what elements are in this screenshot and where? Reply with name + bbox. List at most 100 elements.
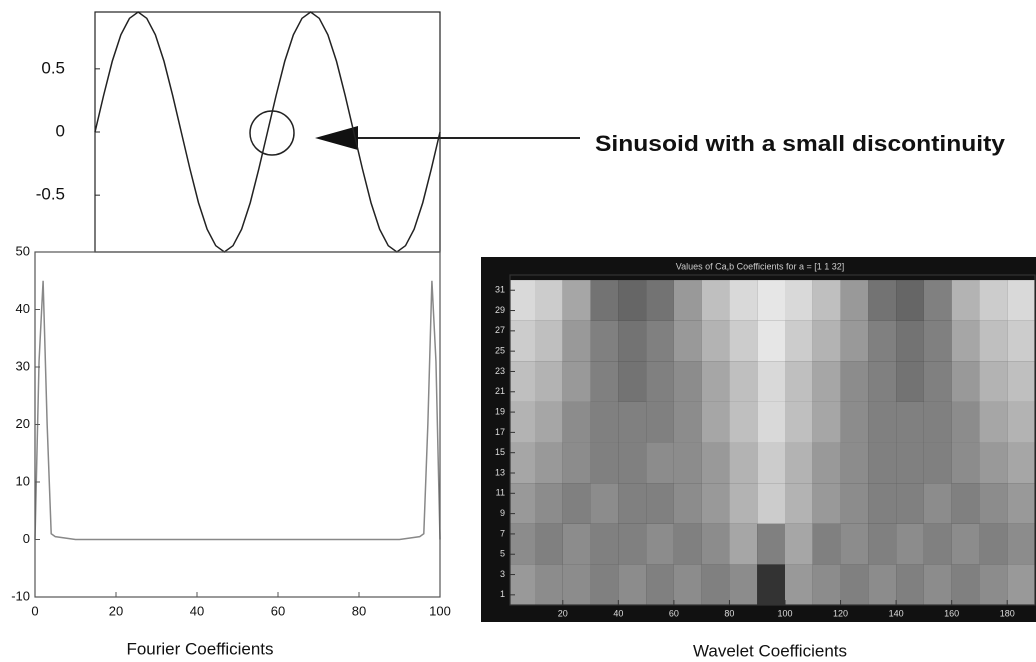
heat-cell (952, 361, 980, 402)
heat-cell (618, 280, 646, 321)
heat-cell (618, 443, 646, 484)
x-tick-label: 80 (724, 608, 734, 618)
heat-cell (813, 524, 841, 565)
chart-title: Values of Ca,b Coefficients for a = [1 1… (676, 261, 845, 271)
heat-cell (868, 443, 896, 484)
heat-cell (757, 483, 785, 524)
x-tick-label: 160 (944, 608, 959, 618)
heat-cell (646, 524, 674, 565)
heat-cell (563, 361, 591, 402)
heat-cell (510, 361, 535, 402)
y-tick-label: 0 (56, 121, 65, 140)
heat-cell (924, 361, 952, 402)
heat-cell (868, 524, 896, 565)
heat-cell (841, 402, 869, 443)
heat-cell (729, 402, 757, 443)
x-tick-label: 40 (190, 603, 204, 618)
heat-cell (702, 361, 730, 402)
heat-cell (979, 443, 1007, 484)
heat-cell (952, 564, 980, 605)
heat-cell (674, 321, 702, 362)
y-tick-label: -10 (11, 588, 30, 603)
heat-cell (896, 564, 924, 605)
heat-cell (924, 443, 952, 484)
heat-cell (896, 361, 924, 402)
y-tick-label: 7 (500, 528, 505, 538)
heat-cell (979, 402, 1007, 443)
x-tick-label: 20 (109, 603, 123, 618)
y-tick-label: 40 (16, 301, 30, 316)
heat-cell (868, 402, 896, 443)
y-tick-label: 23 (495, 366, 505, 376)
heat-cell (924, 402, 952, 443)
heat-cell (896, 483, 924, 524)
heat-cell (729, 361, 757, 402)
heat-cell (785, 483, 813, 524)
heat-cell (618, 321, 646, 362)
heat-cell (952, 321, 980, 362)
annotation: Sinusoid with a small discontinuity (595, 131, 1006, 156)
y-tick-label: 30 (16, 358, 30, 373)
heat-cell (646, 402, 674, 443)
heat-cell (674, 280, 702, 321)
heat-cell (535, 280, 563, 321)
heat-cell (979, 524, 1007, 565)
y-tick-label: 25 (495, 346, 505, 356)
heat-cell (924, 524, 952, 565)
heat-cell (535, 524, 563, 565)
heat-cell (702, 443, 730, 484)
heat-cell (563, 483, 591, 524)
heat-cell (979, 321, 1007, 362)
heat-cell (841, 280, 869, 321)
heat-cell (868, 564, 896, 605)
heat-cell (757, 402, 785, 443)
heat-cell (813, 483, 841, 524)
heat-cell (674, 402, 702, 443)
heat-cell (813, 402, 841, 443)
x-tick-label: 80 (352, 603, 366, 618)
heat-cell (618, 361, 646, 402)
x-tick-label: 180 (1000, 608, 1015, 618)
heat-cell (785, 402, 813, 443)
heat-cell (591, 280, 619, 321)
heat-cell (952, 443, 980, 484)
heat-cell (896, 402, 924, 443)
heat-cell (924, 564, 952, 605)
heat-cell (785, 564, 813, 605)
heat-cell (785, 321, 813, 362)
heat-cell (563, 321, 591, 362)
heat-cell (757, 443, 785, 484)
heat-cell (813, 361, 841, 402)
heat-cell (952, 280, 980, 321)
y-tick-label: 21 (495, 386, 505, 396)
heat-cell (813, 280, 841, 321)
heat-cell (841, 564, 869, 605)
heat-cell (979, 564, 1007, 605)
heat-cell (563, 280, 591, 321)
heat-cell (591, 564, 619, 605)
heat-cell (1007, 402, 1035, 443)
heat-cell (1007, 483, 1035, 524)
x-axis-label: Wavelet Coefficients (693, 641, 847, 660)
heat-cell (510, 280, 535, 321)
heat-cell (757, 361, 785, 402)
heat-cell (813, 321, 841, 362)
heat-cell (729, 564, 757, 605)
y-tick-label: 0 (23, 531, 30, 546)
heat-cell (535, 483, 563, 524)
heat-cell (535, 564, 563, 605)
heat-cell (674, 483, 702, 524)
heat-cell (591, 321, 619, 362)
heat-cell (535, 402, 563, 443)
heat-cell (646, 443, 674, 484)
heat-cell (591, 483, 619, 524)
discontinuity-circle (250, 111, 294, 155)
heat-cell (535, 361, 563, 402)
heat-cell (674, 524, 702, 565)
x-tick-label: 100 (777, 608, 792, 618)
heat-cell (979, 280, 1007, 321)
heat-cell (563, 402, 591, 443)
heat-cell (674, 443, 702, 484)
y-tick-label: 17 (495, 427, 505, 437)
heat-cell (1007, 564, 1035, 605)
